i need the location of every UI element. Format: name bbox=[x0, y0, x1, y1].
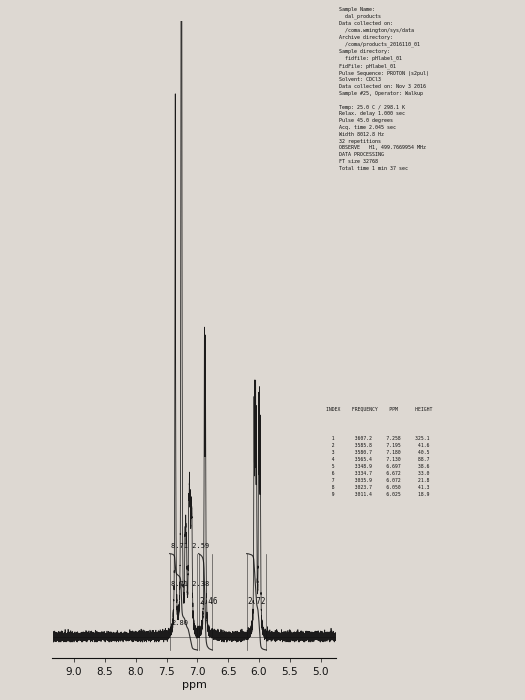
Text: 2.80: 2.80 bbox=[172, 620, 188, 626]
Text: 2.46: 2.46 bbox=[199, 597, 218, 606]
Text: INDEX    FREQUENCY    PPM      HEIGHT: INDEX FREQUENCY PPM HEIGHT bbox=[326, 406, 432, 411]
Text: 1       3607.2     7.258     325.1
  2       3585.8     7.195      41.6
  3     : 1 3607.2 7.258 325.1 2 3585.8 7.195 41.6… bbox=[326, 436, 429, 497]
Text: 8.71 2.38: 8.71 2.38 bbox=[172, 581, 209, 587]
Text: Sample Name:
  dal_products
Data collected on:
  /coma.wmington/sys/data
Archive: Sample Name: dal_products Data collected… bbox=[339, 7, 428, 171]
X-axis label: ppm: ppm bbox=[182, 680, 207, 689]
Text: 8.71 2.59: 8.71 2.59 bbox=[172, 542, 209, 549]
Text: 2.72: 2.72 bbox=[247, 597, 266, 606]
